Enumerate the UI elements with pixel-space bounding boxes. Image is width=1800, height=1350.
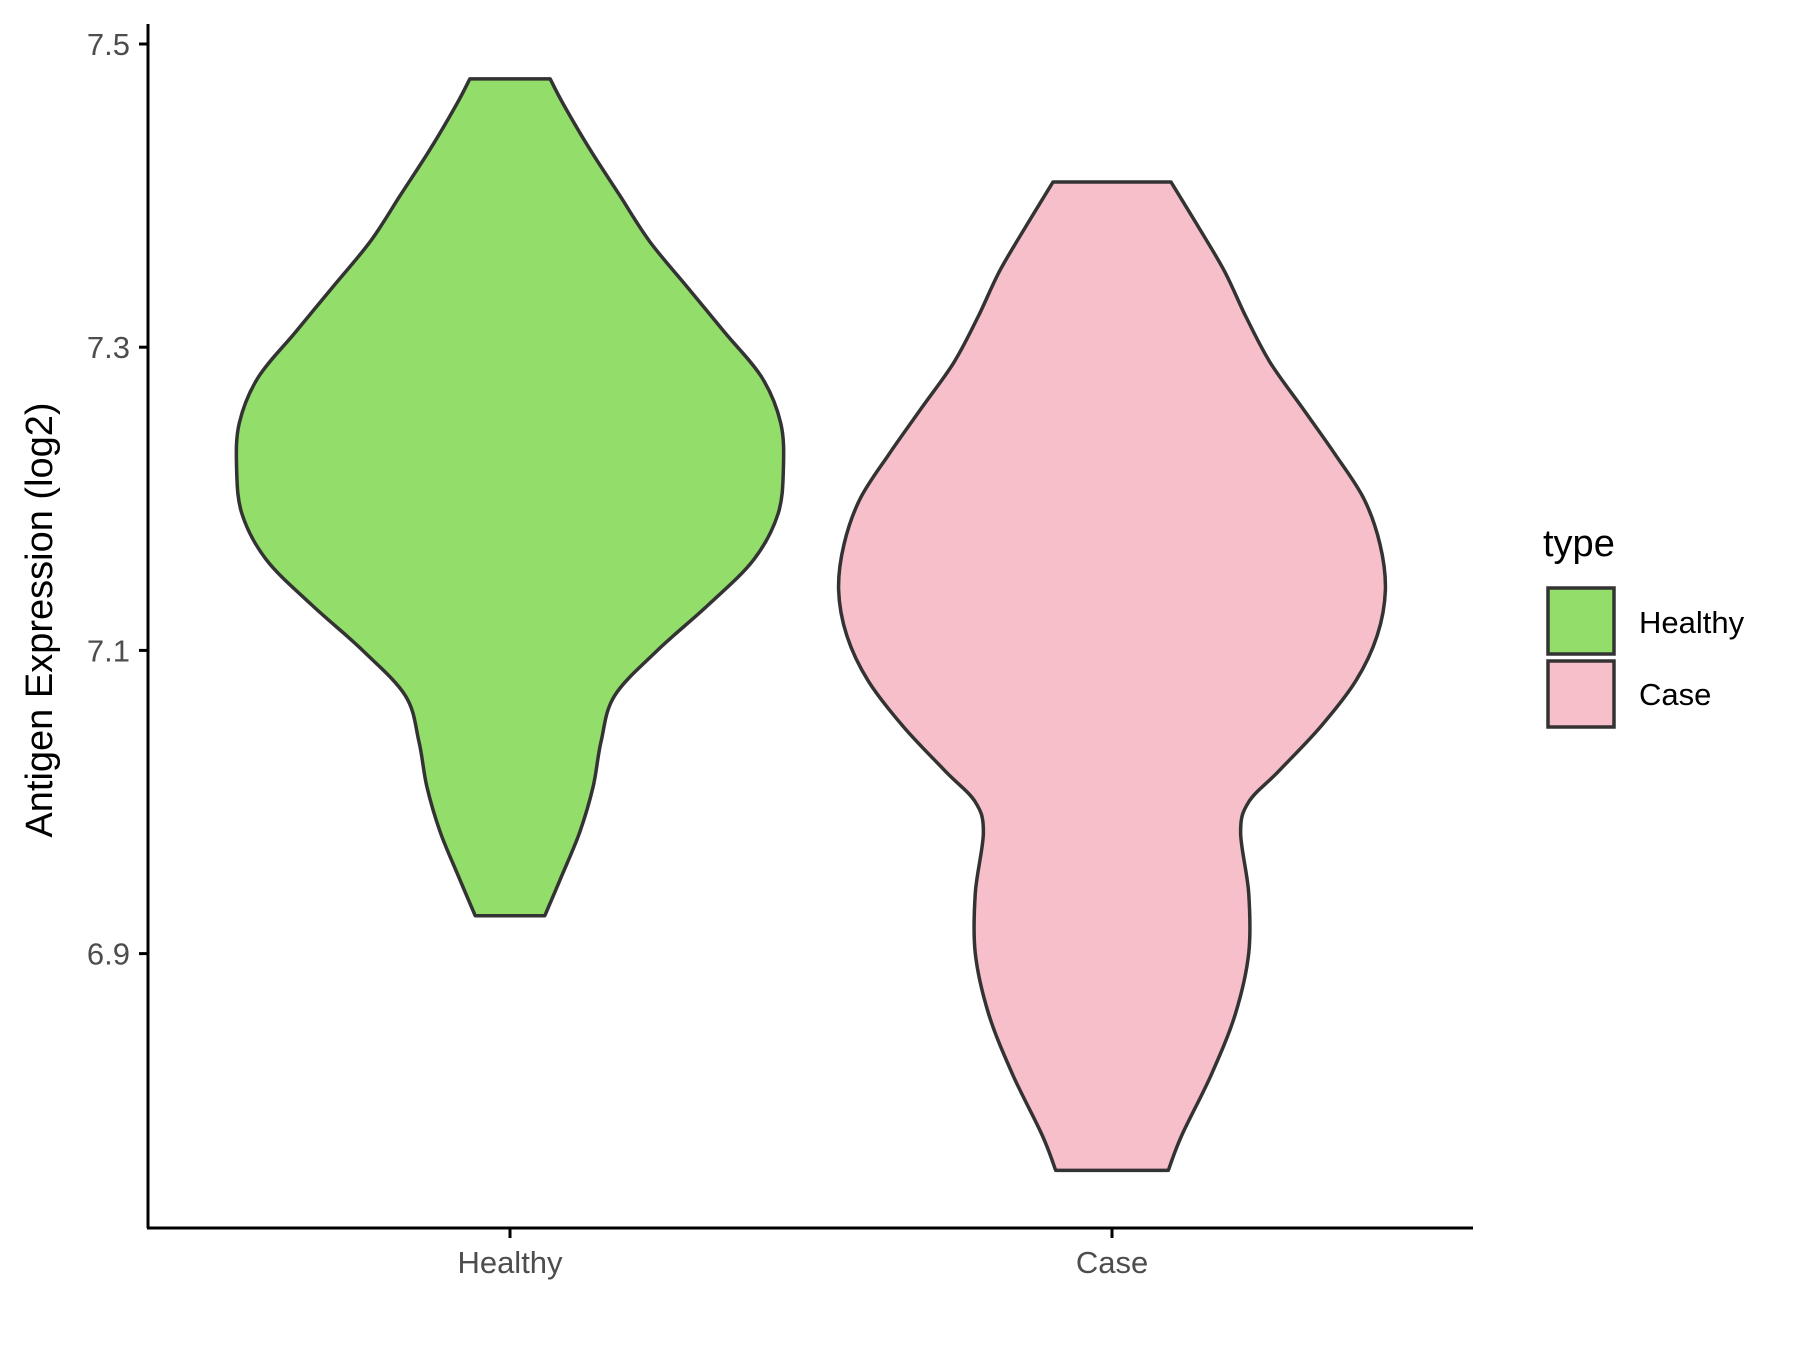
y-tick-label: 7.3 [87,330,130,365]
violin-case [836,180,1388,1173]
legend-key-case [1546,659,1616,729]
y-tick-label: 6.9 [87,937,130,972]
y-axis-title: Antigen Expression (log2) [19,402,61,837]
legend-label-case: Case [1639,677,1711,712]
legend-key-healthy [1546,586,1616,656]
x-ticks: Healthy Case [457,1228,1148,1280]
legend: type Healthy Case [1543,523,1745,729]
violin-layer [234,77,1388,1173]
violin-healthy [234,77,786,918]
axes [146,24,1473,1230]
y-ticks: 7.5 7.3 7.1 6.9 [87,27,148,972]
x-tick-label: Healthy [457,1245,563,1280]
x-tick-label: Case [1076,1245,1148,1280]
y-tick-label: 7.1 [87,633,130,668]
legend-title: type [1543,523,1615,565]
y-tick-label: 7.5 [87,27,130,62]
legend-label-healthy: Healthy [1639,605,1745,640]
